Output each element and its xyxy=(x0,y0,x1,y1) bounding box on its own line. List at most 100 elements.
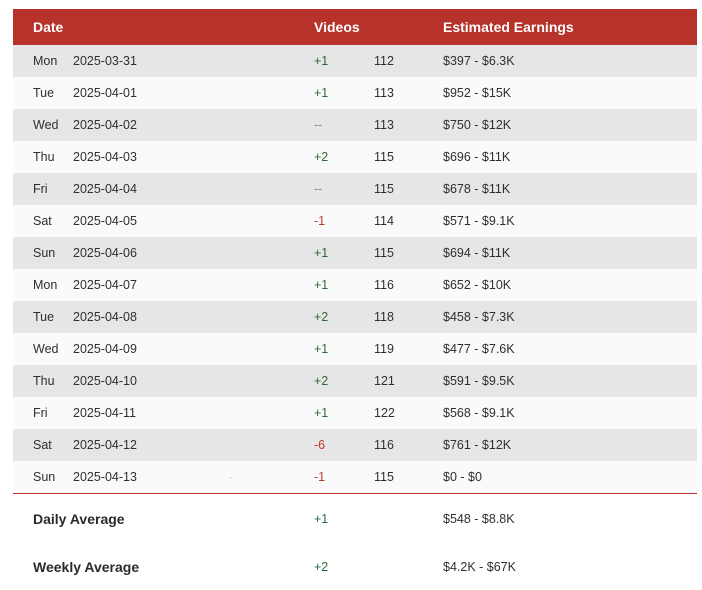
date-cell: 2025-04-09 xyxy=(73,342,137,356)
table-row: Tue 2025-04-08 +2 118 $458 - $7.3K xyxy=(13,301,697,333)
date-cell: 2025-04-11 xyxy=(73,406,137,420)
videos-total-cell: 121 xyxy=(374,374,395,388)
table-row: Sun 2025-04-13 -1 115 $0 - $0 xyxy=(13,461,697,493)
day-cell: Mon xyxy=(33,54,58,68)
videos-total-cell: 115 xyxy=(374,182,394,196)
videos-total-cell: 113 xyxy=(374,118,394,132)
table-row: Wed 2025-04-02 -- 113 $750 - $12K xyxy=(13,109,697,141)
earnings-cell: $571 - $9.1K xyxy=(443,214,515,228)
videos-delta-cell: +2 xyxy=(314,150,329,164)
earnings-cell: $750 - $12K xyxy=(443,118,512,132)
videos-total-cell: 119 xyxy=(374,342,394,356)
earnings-cell: $678 - $11K xyxy=(443,182,511,196)
day-cell: Sat xyxy=(33,438,52,452)
day-cell: Fri xyxy=(33,406,48,420)
date-cell: 2025-03-31 xyxy=(73,54,137,68)
videos-total-cell: 118 xyxy=(374,310,394,324)
day-cell: Sun xyxy=(33,470,56,484)
date-cell: 2025-04-12 xyxy=(73,438,137,452)
videos-delta-cell: +1 xyxy=(314,246,329,260)
summary-videos-delta: +1 xyxy=(314,512,329,526)
earnings-cell: $652 - $10K xyxy=(443,278,512,292)
videos-delta-cell: +1 xyxy=(314,86,329,100)
date-cell: 2025-04-04 xyxy=(73,182,137,196)
summary-label: Daily Average xyxy=(33,511,125,527)
date-cell: 2025-04-01 xyxy=(73,86,137,100)
videos-delta-cell: -1 xyxy=(314,214,326,228)
table-row: Fri 2025-04-04 -- 115 $678 - $11K xyxy=(13,173,697,205)
earnings-cell: $591 - $9.5K xyxy=(443,374,515,388)
table-row: Sun 2025-04-06 +1 115 $694 - $11K xyxy=(13,237,697,269)
earnings-cell: $761 - $12K xyxy=(443,438,512,452)
earnings-cell: $694 - $11K xyxy=(443,246,511,260)
earnings-cell: $568 - $9.1K xyxy=(443,406,515,420)
videos-total-cell: 114 xyxy=(374,214,394,228)
videos-total-cell: 115 xyxy=(374,470,394,484)
day-cell: Sat xyxy=(33,214,52,228)
videos-total-cell: 122 xyxy=(374,406,395,420)
day-cell: Wed xyxy=(33,118,59,132)
earnings-cell: $397 - $6.3K xyxy=(443,54,515,68)
videos-total-cell: 116 xyxy=(374,438,394,452)
videos-total-cell: 112 xyxy=(374,54,394,68)
videos-delta-cell: -- xyxy=(314,118,323,132)
earnings-cell: $458 - $7.3K xyxy=(443,310,515,324)
day-cell: Thu xyxy=(33,150,55,164)
videos-total-cell: 116 xyxy=(374,278,394,292)
videos-delta-cell: -1 xyxy=(314,470,326,484)
videos-delta-cell: +1 xyxy=(314,342,329,356)
videos-total-cell: 115 xyxy=(374,150,394,164)
videos-total-cell: 113 xyxy=(374,86,394,100)
summary-divider xyxy=(13,493,697,494)
table-row: Thu 2025-04-10 +2 121 $591 - $9.5K xyxy=(13,365,697,397)
earnings-cell: $477 - $7.6K xyxy=(443,342,515,356)
table-row: Mon 2025-04-07 +1 116 $652 - $10K xyxy=(13,269,697,301)
day-cell: Wed xyxy=(33,342,59,356)
table-row: Sat 2025-04-05 -1 114 $571 - $9.1K xyxy=(13,205,697,237)
decorative-dot xyxy=(230,477,231,479)
summary-row-weekly: Weekly Average +2 $4.2K - $67K xyxy=(13,542,697,590)
summary-videos-delta: +2 xyxy=(314,560,329,574)
videos-delta-cell: -6 xyxy=(314,438,326,452)
table-row: Mon 2025-03-31 +1 112 $397 - $6.3K xyxy=(13,45,697,77)
table-row: Fri 2025-04-11 +1 122 $568 - $9.1K xyxy=(13,397,697,429)
column-header-videos[interactable]: Videos xyxy=(314,19,360,35)
daily-stats-table: Date Videos Estimated Earnings Mon 2025-0… xyxy=(13,9,697,590)
date-cell: 2025-04-06 xyxy=(73,246,137,260)
date-cell: 2025-04-08 xyxy=(73,310,137,324)
videos-delta-cell: +1 xyxy=(314,54,329,68)
table-body: Mon 2025-03-31 +1 112 $397 - $6.3K Tue 2025-04… xyxy=(13,45,697,493)
summary-earnings: $548 - $8.8K xyxy=(443,512,515,526)
date-cell: 2025-04-13 xyxy=(73,470,137,484)
earnings-cell: $0 - $0 xyxy=(443,470,482,484)
column-header-earnings[interactable]: Estimated Earnings xyxy=(443,19,574,35)
date-cell: 2025-04-07 xyxy=(73,278,137,292)
day-cell: Mon xyxy=(33,278,58,292)
day-cell: Fri xyxy=(33,182,48,196)
table-header: Date Videos Estimated Earnings xyxy=(13,9,697,45)
videos-delta-cell: +1 xyxy=(314,406,329,420)
day-cell: Tue xyxy=(33,310,55,324)
date-cell: 2025-04-05 xyxy=(73,214,137,228)
videos-delta-cell: -- xyxy=(314,182,323,196)
date-cell: 2025-04-10 xyxy=(73,374,137,388)
videos-delta-cell: +2 xyxy=(314,310,329,324)
earnings-cell: $952 - $15K xyxy=(443,86,512,100)
earnings-cell: $696 - $11K xyxy=(443,150,511,164)
table-row: Wed 2025-04-09 +1 119 $477 - $7.6K xyxy=(13,333,697,365)
column-header-date[interactable]: Date xyxy=(33,19,64,35)
summary-earnings: $4.2K - $67K xyxy=(443,560,516,574)
videos-delta-cell: +2 xyxy=(314,374,329,388)
day-cell: Tue xyxy=(33,86,55,100)
day-cell: Sun xyxy=(33,246,56,260)
date-cell: 2025-04-02 xyxy=(73,118,137,132)
summary-row-daily: Daily Average +1 $548 - $8.8K xyxy=(13,494,697,542)
table-row: Thu 2025-04-03 +2 115 $696 - $11K xyxy=(13,141,697,173)
table-row: Sat 2025-04-12 -6 116 $761 - $12K xyxy=(13,429,697,461)
summary-label: Weekly Average xyxy=(33,559,140,575)
videos-delta-cell: +1 xyxy=(314,278,329,292)
date-cell: 2025-04-03 xyxy=(73,150,137,164)
day-cell: Thu xyxy=(33,374,55,388)
table-row: Tue 2025-04-01 +1 113 $952 - $15K xyxy=(13,77,697,109)
videos-total-cell: 115 xyxy=(374,246,394,260)
